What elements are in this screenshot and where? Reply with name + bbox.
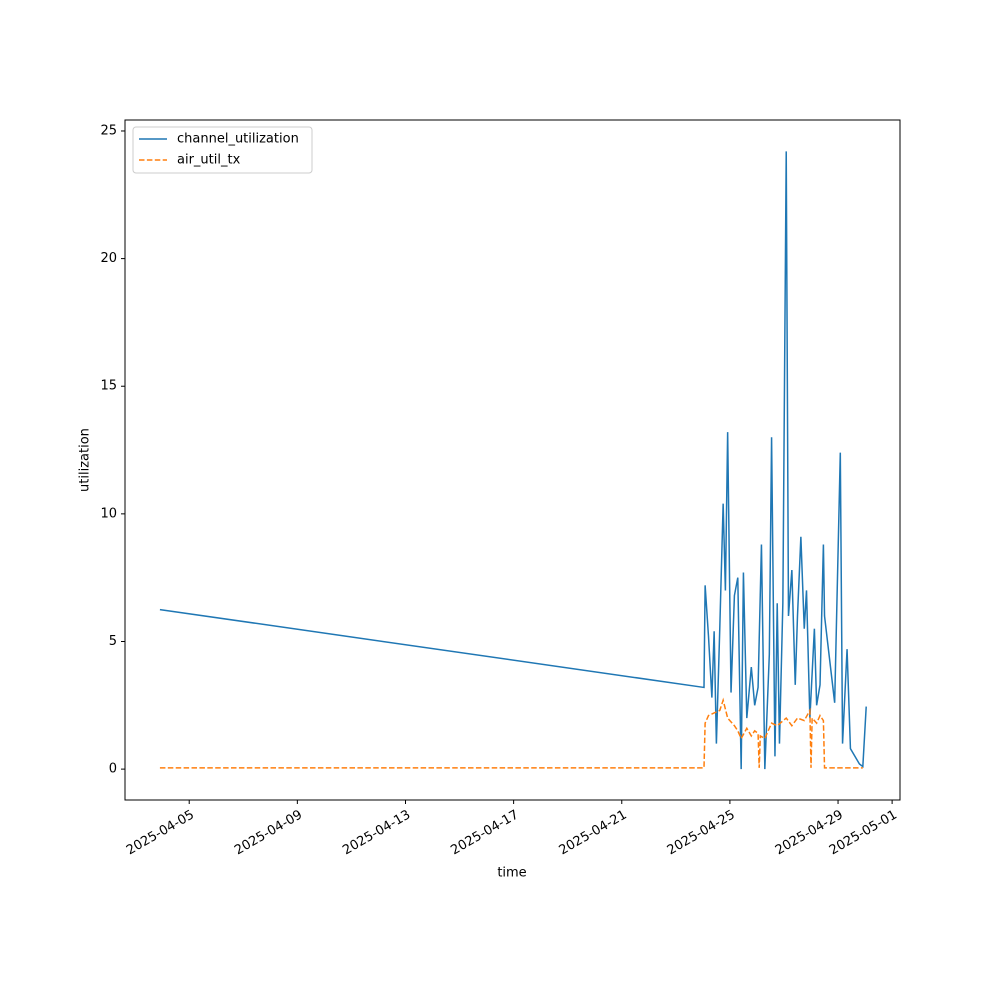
y-tick-label: 5 [109, 634, 117, 649]
x-tick-label: 2025-04-09 [232, 808, 305, 859]
legend-label: air_util_tx [177, 153, 241, 168]
series-line [159, 151, 867, 770]
y-tick-label: 15 [100, 379, 117, 394]
x-tick-label: 2025-04-25 [665, 808, 738, 859]
x-tick-label: 2025-04-21 [557, 808, 630, 859]
y-tick-label: 0 [109, 762, 117, 777]
plot-frame [124, 119, 901, 801]
series-line [159, 697, 863, 769]
y-tick-label: 25 [100, 123, 117, 138]
legend-box [132, 126, 313, 174]
y-tick-label: 20 [100, 251, 117, 266]
y-tick-label: 10 [100, 506, 117, 521]
legend-label: channel_utilization [177, 132, 299, 147]
x-axis-label: time [497, 866, 526, 881]
x-tick-label: 2025-04-17 [448, 808, 521, 859]
x-tick-label: 2025-04-13 [340, 808, 413, 859]
y-axis-label: utilization [78, 428, 93, 492]
x-tick-label: 2025-04-05 [124, 808, 197, 859]
